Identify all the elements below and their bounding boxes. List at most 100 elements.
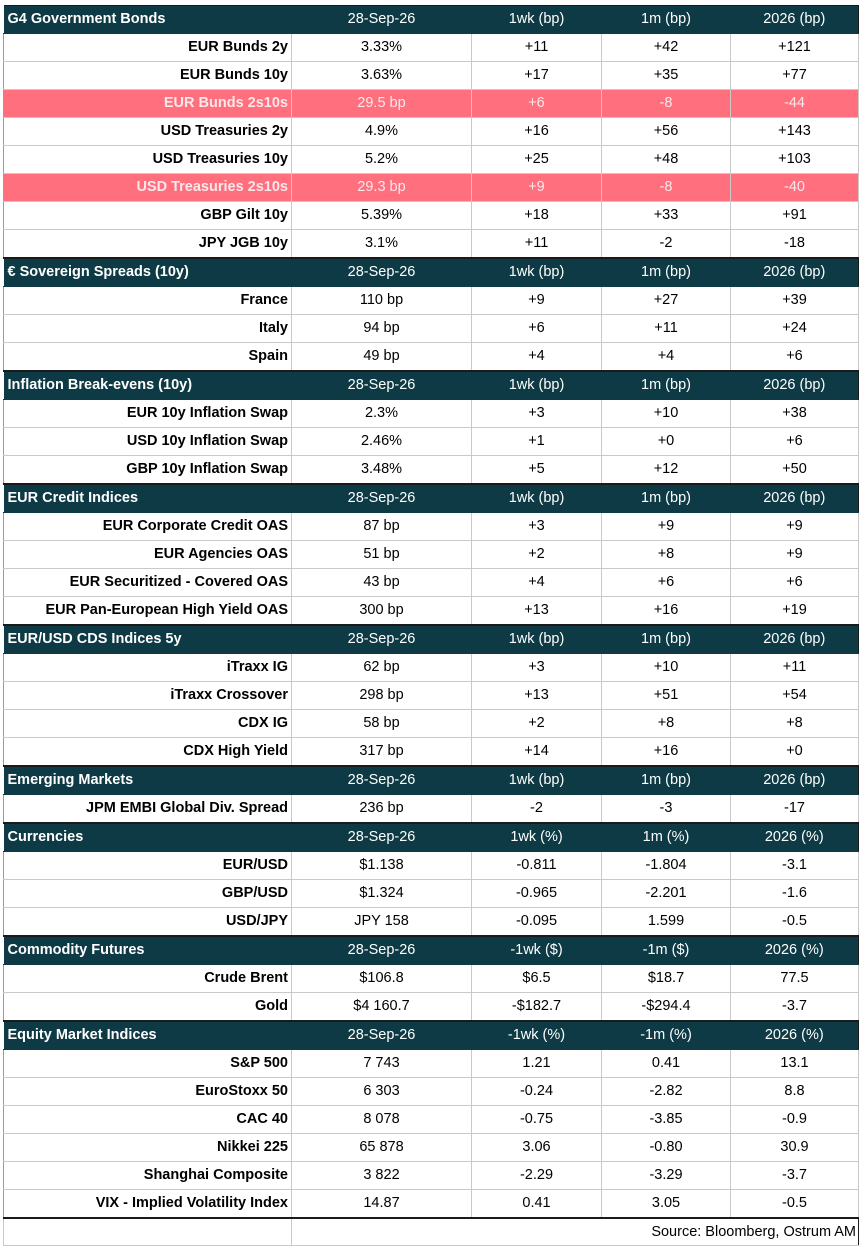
change-1wk-cell: +11 [471, 229, 602, 259]
source-blank-cell [3, 1218, 292, 1246]
instrument-label: USD 10y Inflation Swap [3, 427, 292, 456]
table-row-usd-10y-inflation-swap: USD 10y Inflation Swap 2.46% +1 +0 +6 [3, 427, 859, 456]
section-title: Currencies [3, 823, 292, 852]
level-cell: 3.1% [291, 229, 472, 259]
change-1m-cell: -3.29 [601, 1161, 731, 1190]
table-row-s-p-500: S&P 500 7 743 1.21 0.41 13.1 [3, 1049, 859, 1078]
change-1wk-cell: +1 [471, 427, 602, 456]
change-1m-cell: +8 [601, 540, 731, 569]
table-row-usd-jpy: USD/JPY JPY 158 -0.095 1.599 -0.5 [3, 907, 859, 937]
change-1m-cell: -3.85 [601, 1105, 731, 1134]
section-header-sovereign-spreads-10y: € Sovereign Spreads (10y) 28-Sep-26 1wk (b… [3, 258, 859, 287]
table-row-gbp-10y-inflation-swap: GBP 10y Inflation Swap 3.48% +5 +12 +50 [3, 455, 859, 485]
change-1m-cell: +56 [601, 117, 731, 146]
section-title: Commodity Futures [3, 936, 292, 965]
change-1m-header: 1m (bp) [601, 5, 731, 34]
change-1wk-cell: -2.29 [471, 1161, 602, 1190]
instrument-label: Gold [3, 992, 292, 1022]
change-1m-cell: +48 [601, 145, 731, 174]
instrument-label: VIX - Implied Volatility Index [3, 1189, 292, 1219]
level-cell: $1.324 [291, 879, 472, 908]
level-cell: 3 822 [291, 1161, 472, 1190]
instrument-label: CDX High Yield [3, 737, 292, 767]
table-row-cdx-ig: CDX IG 58 bp +2 +8 +8 [3, 709, 859, 738]
change-1m-header: 1m (bp) [601, 258, 731, 287]
change-1wk-cell: +13 [471, 681, 602, 710]
change-ytd-cell: -1.6 [730, 879, 859, 908]
change-1wk-cell: +16 [471, 117, 602, 146]
table-row-shanghai-composite: Shanghai Composite 3 822 -2.29 -3.29 -3.7 [3, 1161, 859, 1190]
section-title: EUR Credit Indices [3, 484, 292, 513]
change-ytd-cell: +143 [730, 117, 859, 146]
change-ytd-cell: +121 [730, 33, 859, 62]
section-title: G4 Government Bonds [3, 5, 292, 34]
level-cell: 4.9% [291, 117, 472, 146]
change-1m-header: 1m (%) [601, 823, 731, 852]
change-ytd-header: 2026 (bp) [730, 258, 859, 287]
table-row-gbp-gilt-10y: GBP Gilt 10y 5.39% +18 +33 +91 [3, 201, 859, 230]
section-header-currencies: Currencies 28-Sep-26 1wk (%) 1m (%) 2026 (%) [3, 823, 859, 852]
change-ytd-cell: +50 [730, 455, 859, 485]
level-cell: 3.63% [291, 61, 472, 90]
level-cell: 87 bp [291, 512, 472, 541]
instrument-label: EUR 10y Inflation Swap [3, 399, 292, 428]
date-header: 28-Sep-26 [291, 823, 472, 852]
level-cell: 317 bp [291, 737, 472, 767]
change-1wk-cell: +18 [471, 201, 602, 230]
instrument-label: GBP/USD [3, 879, 292, 908]
market-data-table: G4 Government Bonds 28-Sep-26 1wk (bp) 1m (… [3, 5, 859, 1246]
change-1m-cell: +8 [601, 709, 731, 738]
change-ytd-cell: 77.5 [730, 964, 859, 993]
instrument-label: EUR Bunds 2s10s [3, 89, 292, 118]
level-cell: 236 bp [291, 794, 472, 824]
change-ytd-cell: -0.5 [730, 907, 859, 937]
table-row-cdx-high-yield: CDX High Yield 317 bp +14 +16 +0 [3, 737, 859, 767]
change-1m-cell: -1.804 [601, 851, 731, 880]
level-cell: 298 bp [291, 681, 472, 710]
change-1wk-cell: 1.21 [471, 1049, 602, 1078]
table-row-cac-40: CAC 40 8 078 -0.75 -3.85 -0.9 [3, 1105, 859, 1134]
instrument-label: Spain [3, 342, 292, 372]
date-header: 28-Sep-26 [291, 371, 472, 400]
change-1wk-cell: $6.5 [471, 964, 602, 993]
change-1wk-cell: +17 [471, 61, 602, 90]
instrument-label: USD Treasuries 2s10s [3, 173, 292, 202]
level-cell: 5.39% [291, 201, 472, 230]
change-1m-cell: +9 [601, 512, 731, 541]
level-cell: JPY 158 [291, 907, 472, 937]
change-1m-cell: +16 [601, 737, 731, 767]
change-ytd-cell: +8 [730, 709, 859, 738]
table-row-eur-corporate-credit-oas: EUR Corporate Credit OAS 87 bp +3 +9 +9 [3, 512, 859, 541]
change-1wk-cell: -0.24 [471, 1077, 602, 1106]
instrument-label: EUR Bunds 10y [3, 61, 292, 90]
date-header: 28-Sep-26 [291, 1021, 472, 1050]
level-cell: 5.2% [291, 145, 472, 174]
change-ytd-cell: +6 [730, 568, 859, 597]
instrument-label: GBP 10y Inflation Swap [3, 455, 292, 485]
level-cell: 2.3% [291, 399, 472, 428]
change-1m-cell: +4 [601, 342, 731, 372]
change-1m-cell: -2.82 [601, 1077, 731, 1106]
change-1m-cell: 1.599 [601, 907, 731, 937]
level-cell: 6 303 [291, 1077, 472, 1106]
change-1m-cell: -2.201 [601, 879, 731, 908]
change-1wk-cell: +9 [471, 173, 602, 202]
change-ytd-cell: -0.9 [730, 1105, 859, 1134]
level-cell: 14.87 [291, 1189, 472, 1219]
table-row-usd-treasuries-2y: USD Treasuries 2y 4.9% +16 +56 +143 [3, 117, 859, 146]
change-1m-cell: +16 [601, 596, 731, 626]
change-1wk-header: -1wk (%) [471, 1021, 602, 1050]
change-ytd-header: 2026 (bp) [730, 5, 859, 34]
change-ytd-header: 2026 (bp) [730, 625, 859, 654]
change-1wk-cell: +4 [471, 568, 602, 597]
instrument-label: Crude Brent [3, 964, 292, 993]
change-ytd-header: 2026 (bp) [730, 766, 859, 795]
instrument-label: EUR Bunds 2y [3, 33, 292, 62]
section-header-inflation-break-evens-10y: Inflation Break-evens (10y) 28-Sep-26 1wk … [3, 371, 859, 400]
instrument-label: iTraxx Crossover [3, 681, 292, 710]
change-1wk-cell: -2 [471, 794, 602, 824]
table-row-jpm-embi-global-div-spread: JPM EMBI Global Div. Spread 236 bp -2 -3 -17 [3, 794, 859, 824]
change-ytd-cell: +6 [730, 427, 859, 456]
change-ytd-cell: +39 [730, 286, 859, 315]
section-header-g4-government-bonds: G4 Government Bonds 28-Sep-26 1wk (bp) 1m (… [3, 5, 859, 34]
